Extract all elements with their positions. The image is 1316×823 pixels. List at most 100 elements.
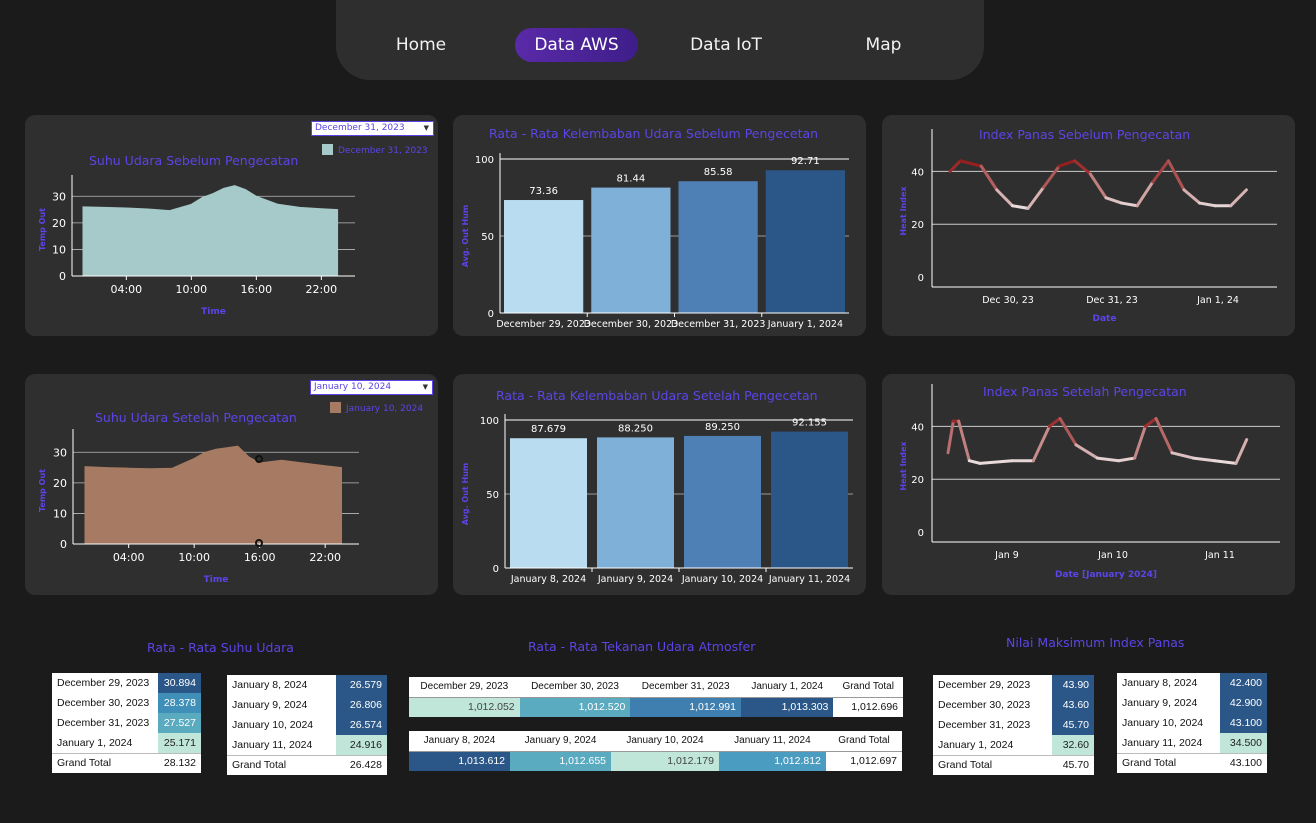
row-value: 32.60	[1051, 735, 1094, 755]
chart-title: Suhu Udara Setelah Pengecatan	[95, 410, 297, 425]
row-value: 27.527	[157, 713, 201, 733]
table-row: January 8, 2024 26.579	[227, 675, 387, 695]
table-suhu-after: January 8, 2024 26.579 January 9, 2024 26.8…	[227, 675, 387, 775]
x-tick-label: 16:00	[240, 283, 272, 296]
legend-swatch	[322, 144, 333, 155]
table-row: December 29, 2023 43.90	[933, 675, 1094, 695]
total-label: Grand Total	[933, 754, 1052, 775]
line-segment	[1151, 159, 1170, 184]
y-tick-label: 0	[918, 528, 924, 539]
section-title-suhu: Rata - Rata Suhu Udara	[147, 640, 294, 655]
x-tick-label: Dec 31, 23	[1086, 295, 1138, 306]
y-tick-label: 0	[488, 309, 494, 320]
total-row: Grand Total 28.132	[52, 752, 201, 773]
column-header: December 30, 2023	[519, 677, 631, 698]
y-tick-label: 100	[475, 155, 494, 166]
total-value: 43.100	[1219, 752, 1267, 773]
line-segment	[1057, 159, 1077, 168]
line-segment	[948, 159, 962, 173]
row-value: 26.806	[336, 695, 387, 715]
row-label: January 8, 2024	[1122, 677, 1198, 689]
nav-data-iot[interactable]: Data IoT	[690, 35, 762, 55]
date-filter-value: January 10, 2024	[314, 382, 392, 392]
row-label: December 29, 2023	[938, 679, 1031, 691]
x-tick-label: Jan 1, 24	[1196, 295, 1239, 306]
y-axis-label: Heat Index	[899, 441, 908, 491]
row-value: 26.574	[336, 715, 387, 735]
x-tick-label: Jan 9	[994, 550, 1019, 561]
data-label: 81.44	[617, 174, 646, 185]
nav-map[interactable]: Map	[865, 35, 902, 55]
cell-value: 1,012.520	[519, 697, 631, 717]
x-tick-label: December 29, 2023	[496, 319, 591, 330]
total-row: Grand Total 26.428	[227, 754, 387, 775]
y-tick-label: 40	[911, 167, 924, 178]
table-maks-before: December 29, 2023 43.90 December 30, 2023 4…	[933, 675, 1094, 775]
cell-value: 1,012.697	[825, 751, 902, 771]
line-segment	[1234, 438, 1249, 465]
data-label: 92.71	[791, 156, 820, 167]
x-tick-label: 04:00	[113, 551, 145, 564]
line-segment	[1170, 451, 1195, 460]
table-row: December 29, 2023 30.894	[52, 673, 201, 693]
section-title-maks: Nilai Maksimum Index Panas	[1006, 635, 1185, 650]
hum-after-chart: 87.679 January 8, 2024 88.250 January 9, 20…	[461, 414, 853, 585]
column-header: Grand Total	[825, 731, 902, 752]
table-row: January 8, 2024 42.400	[1117, 673, 1267, 693]
y-axis-label: Temp Out	[38, 469, 47, 512]
row-value: 43.60	[1051, 695, 1094, 715]
date-filter-dropdown[interactable]: December 31, 2023 ▼	[311, 121, 434, 136]
chart-title: Index Panas Setelah Pengecatan	[983, 384, 1187, 399]
cell-value: 1,012.812	[718, 751, 826, 771]
cell-value: 1,012.991	[630, 697, 741, 717]
table-row: January 10, 2024 43.100	[1117, 713, 1267, 733]
cell-value: 1,012.052	[409, 697, 520, 717]
y-tick-label: 10	[53, 507, 67, 520]
total-label: Grand Total	[52, 752, 158, 773]
section-title-tekanan: Rata - Rata Tekanan Udara Atmosfer	[528, 639, 756, 654]
y-tick-label: 30	[53, 446, 67, 459]
total-value: 28.132	[157, 752, 201, 773]
y-tick-label: 0	[60, 538, 67, 551]
x-axis-label: Date	[1093, 314, 1117, 324]
y-tick-label: 0	[493, 564, 499, 575]
row-label: January 8, 2024	[232, 679, 308, 691]
table-row: January 9, 2024 26.806	[227, 695, 387, 715]
nav-home[interactable]: Home	[395, 35, 447, 55]
total-value: 45.70	[1051, 754, 1094, 775]
row-label: January 1, 2024	[938, 738, 1014, 751]
total-label: Grand Total	[227, 754, 337, 775]
line-segment	[979, 164, 999, 192]
line-segment	[1135, 180, 1155, 208]
line-segment	[1191, 456, 1217, 463]
legend-label: January 10, 2024	[346, 404, 424, 414]
panel-hum-after: Rata - Rata Kelembaban Udara Setelah Pen…	[453, 374, 866, 595]
x-tick-label: January 10, 2024	[681, 574, 763, 585]
row-label: December 31, 2023	[57, 717, 150, 729]
panel-temp-before: December 31, 2023 ▼ December 31, 2023 Suh…	[25, 115, 438, 336]
heat-before-chart: 40 20 0 Dec 30, 23 Dec 31, 23 Jan 1, 24 Date He…	[899, 129, 1277, 324]
x-tick-label: Jan 11	[1204, 550, 1235, 561]
line-segment	[1120, 201, 1139, 208]
date-filter-dropdown[interactable]: January 10, 2024 ▼	[310, 380, 433, 395]
line-segment	[1042, 164, 1061, 189]
y-tick-label: 20	[52, 217, 66, 230]
x-tick-label: January 11, 2024	[768, 574, 850, 585]
chevron-down-icon: ▼	[422, 383, 428, 391]
line-segment	[958, 159, 983, 168]
line-segment	[967, 459, 982, 465]
x-tick-label: 04:00	[110, 283, 142, 296]
y-tick-label: 0	[918, 273, 924, 284]
row-label: December 31, 2023	[938, 719, 1031, 731]
hum-before-chart: 73.36 December 29, 2023 81.44 December 30, …	[461, 153, 849, 330]
x-tick-label: January 1, 2024	[767, 319, 843, 330]
bar	[504, 200, 584, 313]
row-label: January 10, 2024	[232, 719, 314, 731]
row-label: January 11, 2024	[232, 738, 313, 751]
total-label: Grand Total	[1117, 752, 1220, 773]
x-tick-label: Dec 30, 23	[982, 295, 1034, 306]
data-label: 89.250	[705, 422, 740, 433]
nav-data-aws[interactable]: Data AWS	[515, 28, 638, 62]
column-header: January 11, 2024	[718, 731, 826, 752]
